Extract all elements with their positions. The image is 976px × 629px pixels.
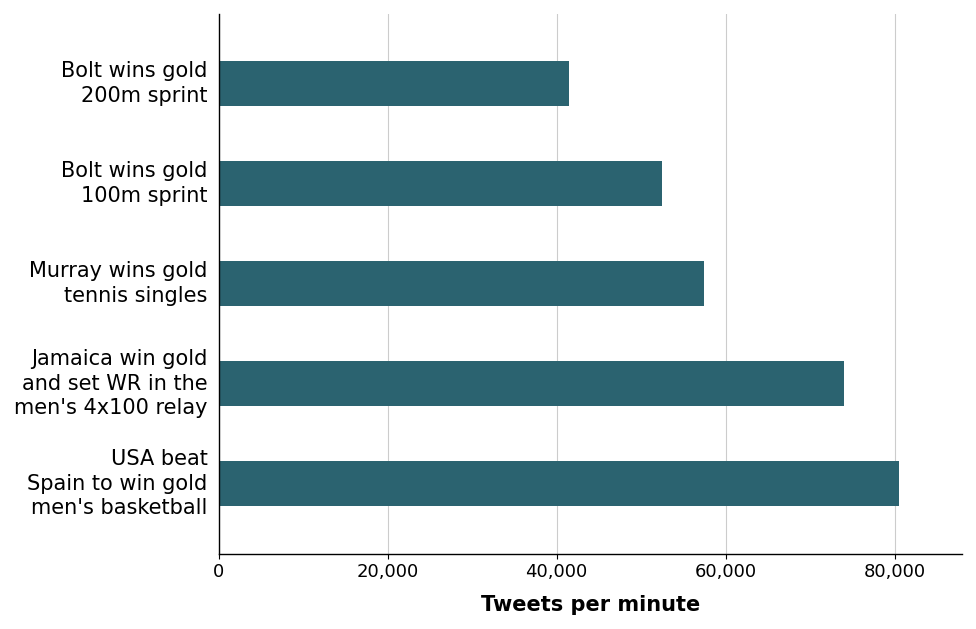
Bar: [219, 361, 844, 406]
Bar: [219, 62, 569, 106]
X-axis label: Tweets per minute: Tweets per minute: [481, 595, 700, 615]
Bar: [219, 161, 662, 206]
Bar: [219, 261, 705, 306]
Bar: [219, 461, 899, 506]
